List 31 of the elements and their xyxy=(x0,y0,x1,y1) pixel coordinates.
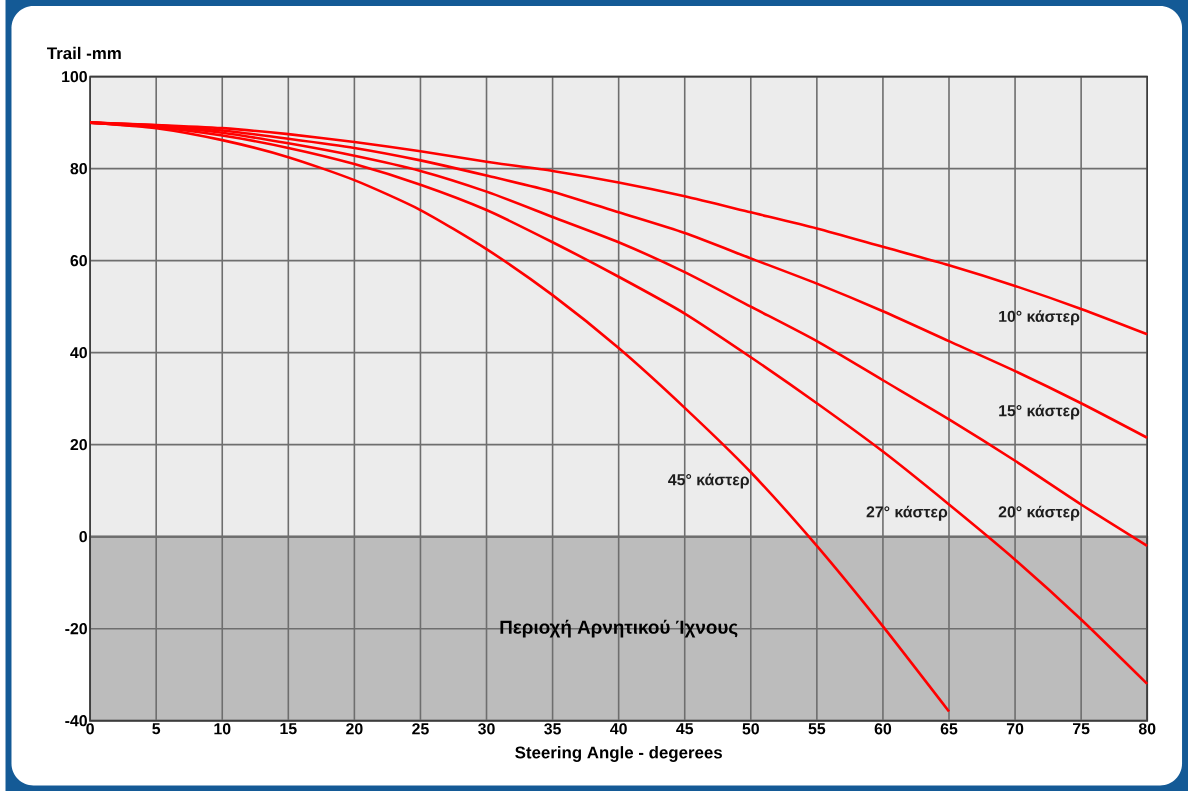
series-label: 15° κάστερ xyxy=(999,404,1080,420)
y-tick-label: 100 xyxy=(62,70,87,83)
x-tick-label: 10 xyxy=(214,723,231,735)
x-tick-label: 80 xyxy=(1138,723,1156,735)
y-tick-label: 20 xyxy=(70,438,87,451)
y-tick-label: -40 xyxy=(65,714,87,727)
x-tick-label: 35 xyxy=(544,723,561,735)
x-tick-label: 20 xyxy=(346,723,363,735)
x-tick-label: 5 xyxy=(152,723,161,735)
series-label: 27° κάστερ xyxy=(866,505,948,521)
x-tick-label: 60 xyxy=(874,723,892,735)
band-label: Περιοχή Αρνητικού Ίχνους xyxy=(500,619,738,638)
y-tick-label: 0 xyxy=(79,530,87,543)
x-tick-label: 15 xyxy=(280,723,297,735)
x-tick-label: 45 xyxy=(676,723,694,735)
y-tick-label: -20 xyxy=(65,622,87,635)
y-tick-label: 80 xyxy=(70,162,87,175)
x-tick-label: 30 xyxy=(478,723,495,735)
x-tick-label: 70 xyxy=(1006,723,1024,735)
x-tick-label: 75 xyxy=(1072,723,1090,735)
x-axis-title: Steering Angle - degerees xyxy=(515,745,722,762)
series-label: 10° κάστερ xyxy=(999,309,1080,325)
series-label: 20° κάστερ xyxy=(998,505,1080,521)
x-tick-label: 55 xyxy=(808,723,826,735)
y-tick-label: 60 xyxy=(70,254,87,267)
y-tick-label: 40 xyxy=(70,346,87,359)
y-axis-title: Trail -mm xyxy=(47,46,121,60)
x-tick-label: 25 xyxy=(412,723,429,735)
x-tick-label: 40 xyxy=(610,723,627,735)
x-tick-label: 50 xyxy=(742,723,759,735)
x-tick-label: 65 xyxy=(940,723,958,735)
